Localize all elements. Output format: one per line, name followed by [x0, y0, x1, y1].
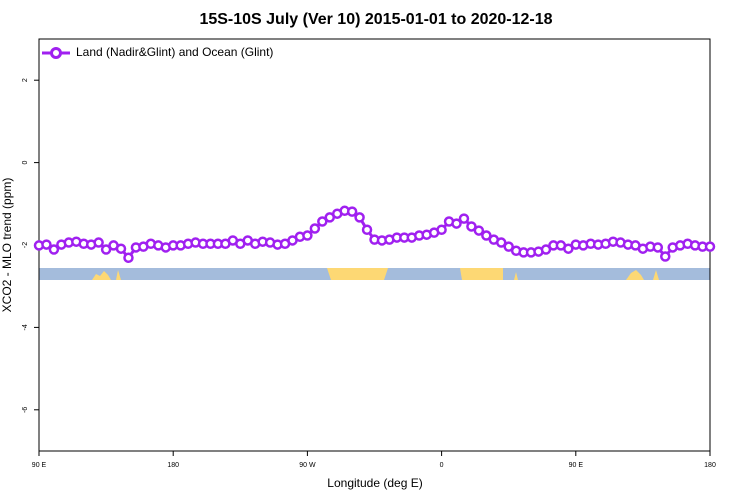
- land-patch: [653, 270, 659, 280]
- x-tick-label: 180: [704, 462, 716, 469]
- data-point: [458, 213, 470, 224]
- data-point: [495, 237, 507, 248]
- data-point: [41, 239, 52, 250]
- data-point: [100, 244, 112, 255]
- land-ocean-strip: [39, 268, 710, 280]
- land-patch: [116, 270, 121, 280]
- data-point: [451, 218, 462, 229]
- data-point: [660, 251, 671, 262]
- data-point: [317, 216, 328, 227]
- data-point: [540, 244, 552, 255]
- data-point: [652, 242, 664, 253]
- y-tick-label: -2: [22, 242, 29, 248]
- data-point: [704, 241, 716, 252]
- legend-label: Land (Nadir&Glint) and Ocean (Glint): [76, 45, 273, 59]
- x-tick-label: 90 E: [569, 462, 584, 469]
- y-tick-label: -4: [22, 324, 29, 330]
- land-patch: [327, 268, 388, 280]
- x-axis-label: Longitude (deg E): [327, 476, 422, 490]
- data-point: [354, 212, 365, 223]
- land-patch: [626, 270, 644, 280]
- data-point: [302, 230, 313, 241]
- data-point: [503, 241, 514, 252]
- y-tick-label: -6: [22, 407, 29, 413]
- legend: Land (Nadir&Glint) and Ocean (Glint): [42, 45, 273, 59]
- legend-marker: [50, 47, 62, 59]
- data-point: [346, 206, 358, 217]
- land-patch: [460, 268, 503, 280]
- x-tick-label: 90 E: [32, 462, 47, 469]
- data-point: [361, 224, 373, 236]
- data-point: [48, 244, 60, 255]
- x-tick-label: 180: [167, 462, 179, 469]
- land-patch: [92, 271, 111, 280]
- data-point: [473, 225, 485, 236]
- x-tick-label: 0: [440, 462, 444, 469]
- data-point: [436, 224, 447, 236]
- data-point: [93, 237, 104, 248]
- y-tick-label: 0: [22, 161, 29, 165]
- y-tick-label: 2: [22, 78, 29, 82]
- data-point: [466, 221, 477, 232]
- data-point: [309, 223, 321, 234]
- land-patch: [514, 272, 518, 280]
- x-tick-label: 90 W: [299, 462, 316, 469]
- chart-title: 15S-10S July (Ver 10) 2015-01-01 to 2020…: [199, 11, 552, 28]
- y-axis-label: XCO2 - MLO trend (ppm): [0, 178, 14, 313]
- data-point: [481, 230, 492, 241]
- data-point: [563, 243, 574, 254]
- data-point: [115, 243, 127, 254]
- data-point: [123, 252, 134, 264]
